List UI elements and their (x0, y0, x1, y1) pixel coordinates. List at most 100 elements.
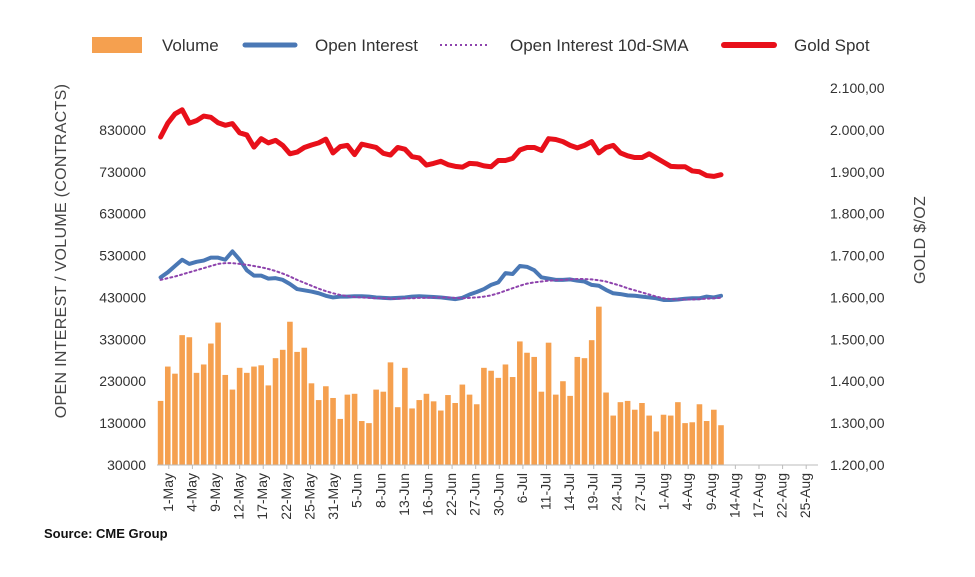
volume-bar (481, 367, 487, 465)
volume-bar (445, 395, 451, 465)
volume-bar (646, 415, 652, 465)
x-tick-label: 19-Jul (585, 473, 601, 511)
volume-bar (272, 358, 279, 465)
volume-bar (423, 393, 430, 465)
volume-bar (222, 374, 229, 465)
y-axis-title: OPEN INTEREST / VOLUME (CONTRACTS) (53, 84, 70, 418)
y-tick-label: 530000 (99, 248, 146, 264)
volume-bar (488, 370, 494, 465)
volume-bar (703, 421, 710, 465)
y2-tick-label: 1.600,00 (830, 289, 885, 305)
volume-bar (351, 393, 358, 465)
volume-bar (495, 377, 502, 465)
volume-bar (380, 391, 387, 465)
y-tick-label: 130000 (99, 415, 146, 431)
x-tick-label: 27-Jul (632, 473, 648, 511)
volume-bar (560, 381, 566, 465)
x-tick-label: 22-May (278, 473, 294, 520)
x-tick-label: 25-Aug (797, 473, 813, 518)
volume-bar (610, 415, 617, 465)
legend: Volume Open Interest Open Interest 10d-SMA… (92, 36, 870, 55)
volume-bar (308, 383, 315, 465)
y-tick-label: 730000 (99, 164, 146, 180)
legend-label: Open Interest 10d-SMA (510, 36, 689, 55)
volume-bar (315, 400, 322, 465)
y2-tick-label: 1.300,00 (830, 415, 885, 431)
gold-spot-line (158, 107, 724, 179)
x-tick-label: 6-Jul (514, 473, 530, 503)
volume-bar (711, 409, 717, 465)
volume-bar (689, 422, 696, 465)
volume-bar (416, 400, 423, 465)
y2-tick-label: 1.400,00 (830, 373, 885, 389)
x-tick-label: 22-Jun (443, 473, 459, 516)
x-tick-label: 17-May (254, 473, 270, 520)
x-tick-label: 9-May (207, 473, 223, 512)
legend-swatch-volume (92, 37, 142, 53)
volume-bar (301, 347, 308, 465)
volume-bar (186, 337, 193, 465)
y2-tick-label: 2.000,00 (830, 122, 885, 138)
volume-bar (675, 402, 681, 465)
y2-tick-label: 1.900,00 (830, 164, 885, 180)
volume-bar (588, 340, 595, 465)
volume-bar (624, 400, 631, 465)
y2-axis-title: GOLD $/OZ (912, 196, 929, 284)
volume-bar (157, 400, 164, 465)
volume-bar (366, 423, 372, 465)
x-tick-label: 27-Jun (467, 473, 483, 516)
y-tick-label: 630000 (99, 206, 146, 222)
volume-bar (438, 410, 444, 465)
x-tick-label: 22-Aug (774, 473, 790, 518)
volume-bar (682, 423, 688, 465)
y-tick-label: 430000 (99, 289, 146, 305)
volume-bar (215, 322, 221, 465)
x-tick-label: 25-May (301, 473, 317, 520)
y-tick-label: 830000 (99, 122, 146, 138)
legend-gold-spot: Gold Spot (721, 36, 870, 55)
volume-bar (236, 367, 243, 465)
legend-label: Volume (162, 36, 219, 55)
x-tick-label: 1-May (160, 473, 176, 512)
volume-bar (287, 321, 293, 465)
volume-bar (373, 389, 379, 465)
volume-bar (509, 377, 516, 465)
volume-bar (402, 367, 408, 465)
volume-bar (567, 395, 573, 465)
axes-layer: 30000 130000 230000 330000 430000 530000 63000… (99, 80, 884, 520)
volume-bar (164, 366, 171, 465)
volume-bar (279, 349, 286, 465)
open-interest-sma-line (159, 262, 723, 301)
volume-bar (179, 335, 185, 465)
volume-bar (265, 385, 272, 465)
volume-bar (603, 392, 609, 465)
y2-tick-label: 1.500,00 (830, 331, 885, 347)
x-tick-label: 24-Jul (608, 473, 624, 511)
volume-bar (545, 342, 552, 465)
legend-volume: Volume (92, 36, 219, 55)
x-tick-label: 13-Jun (396, 473, 412, 516)
volume-bar (524, 352, 530, 465)
volume-bar (452, 403, 458, 465)
volume-bar (193, 372, 200, 465)
volume-bar (430, 401, 437, 465)
volume-bar (574, 356, 581, 465)
x-tick-label: 14-Jul (561, 473, 577, 511)
y2-tick-label: 2.100,00 (830, 80, 885, 96)
volume-bar (258, 365, 264, 465)
x-tick-label: 11-Jul (538, 473, 554, 510)
volume-bar (208, 343, 214, 465)
volume-bar (344, 394, 351, 465)
open-interest-line (158, 249, 724, 302)
y-tick-label: 30000 (107, 457, 146, 473)
volume-bar (229, 389, 236, 465)
x-tick-label: 30-Jun (490, 473, 506, 516)
volume-bar (251, 366, 257, 465)
volume-bar (172, 373, 178, 465)
y2-tick-label: 1.200,00 (830, 457, 885, 473)
volume-bar (596, 306, 602, 465)
volume-bar (466, 394, 473, 465)
x-tick-label: 8-Jun (372, 473, 388, 508)
volume-bar (502, 364, 509, 465)
legend-sma: Open Interest 10d-SMA (440, 36, 689, 55)
